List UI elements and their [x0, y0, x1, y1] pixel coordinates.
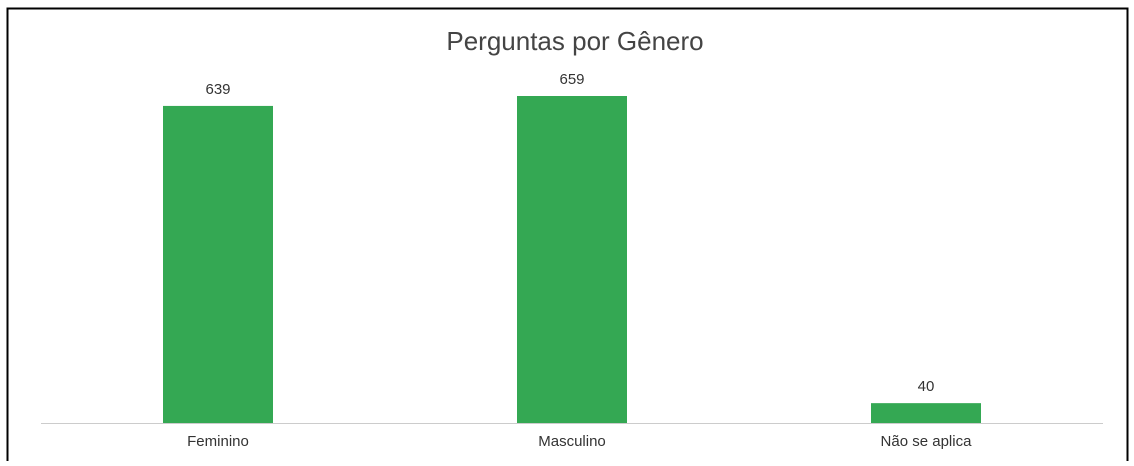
frame — [6, 7, 1129, 461]
value-label: 40 — [918, 378, 935, 395]
bar — [871, 403, 981, 423]
x-tick-label: Não se aplica — [881, 433, 973, 450]
chart-title: Perguntas por Gênero — [446, 26, 703, 56]
x-tick-label: Feminino — [187, 433, 249, 450]
bar — [163, 105, 273, 423]
value-label: 659 — [559, 71, 584, 88]
value-label: 639 — [205, 81, 230, 98]
x-tick-label: Masculino — [538, 433, 606, 450]
bar — [517, 96, 627, 423]
